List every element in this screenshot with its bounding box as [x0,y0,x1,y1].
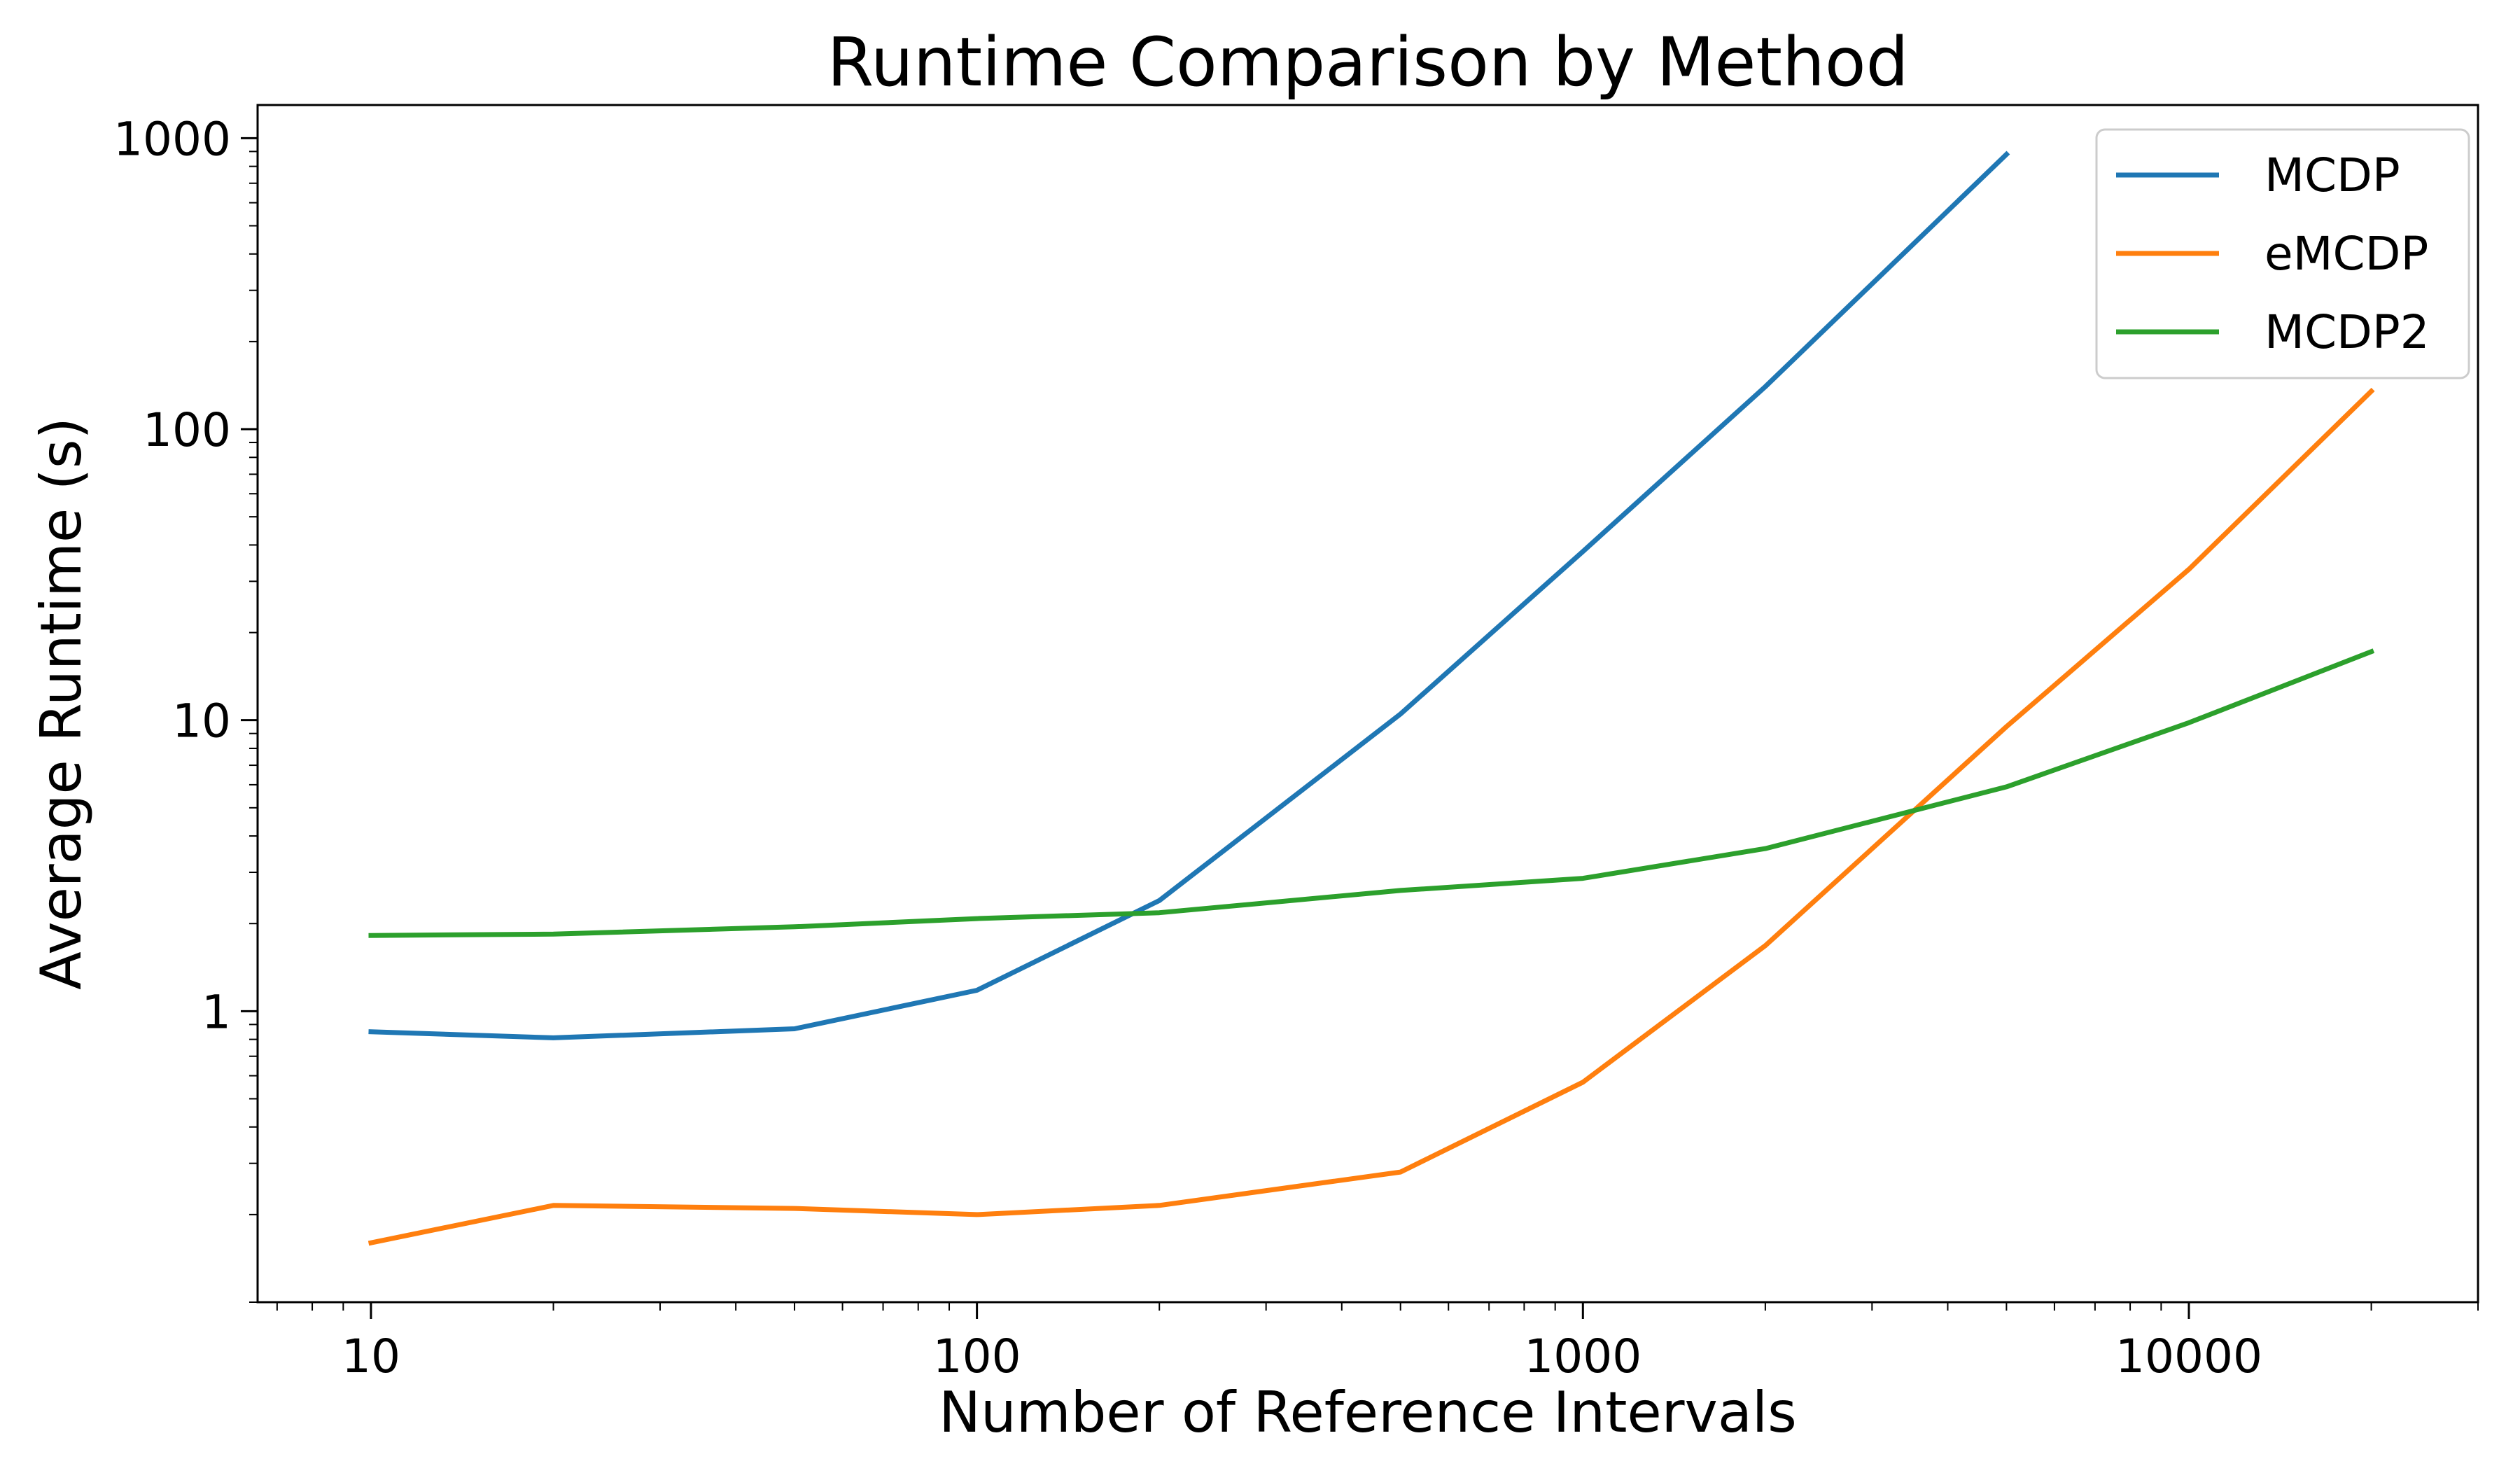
series-line-mcdp [368,151,2010,1040]
legend-label: MCDP2 [2264,305,2430,359]
x-tick-label: 1000 [1524,1329,1642,1383]
axes-frame [256,104,2479,1304]
y-axis-label: Average Runtime (s) [29,417,94,990]
y-tick-label: 1000 [113,112,231,166]
x-tick-label: 10000 [2115,1329,2262,1383]
x-axis-label: Number of Reference Intervals [939,1380,1797,1445]
y-tick-label: 1 [202,985,231,1039]
x-tick-label: 100 [933,1329,1021,1383]
plot-lines [368,151,2375,1246]
y-tick-label: 100 [143,403,231,457]
series-line-emcdp [368,387,2375,1246]
series-line-mcdp2 [368,648,2375,938]
y-tick-label: 10 [172,694,231,748]
legend-label: MCDP [2264,148,2400,202]
chart-title: Runtime Comparison by Method [827,23,1908,102]
x-tick-label: 10 [342,1329,400,1383]
legend-label: eMCDP [2264,227,2428,281]
legend: MCDP eMCDP MCDP2 [2095,128,2470,379]
x-axis-ticks: 10 100 1000 10000 [276,1302,2479,1383]
y-axis-ticks: 1 10 100 1000 [113,112,258,1303]
legend-box [2095,128,2470,379]
